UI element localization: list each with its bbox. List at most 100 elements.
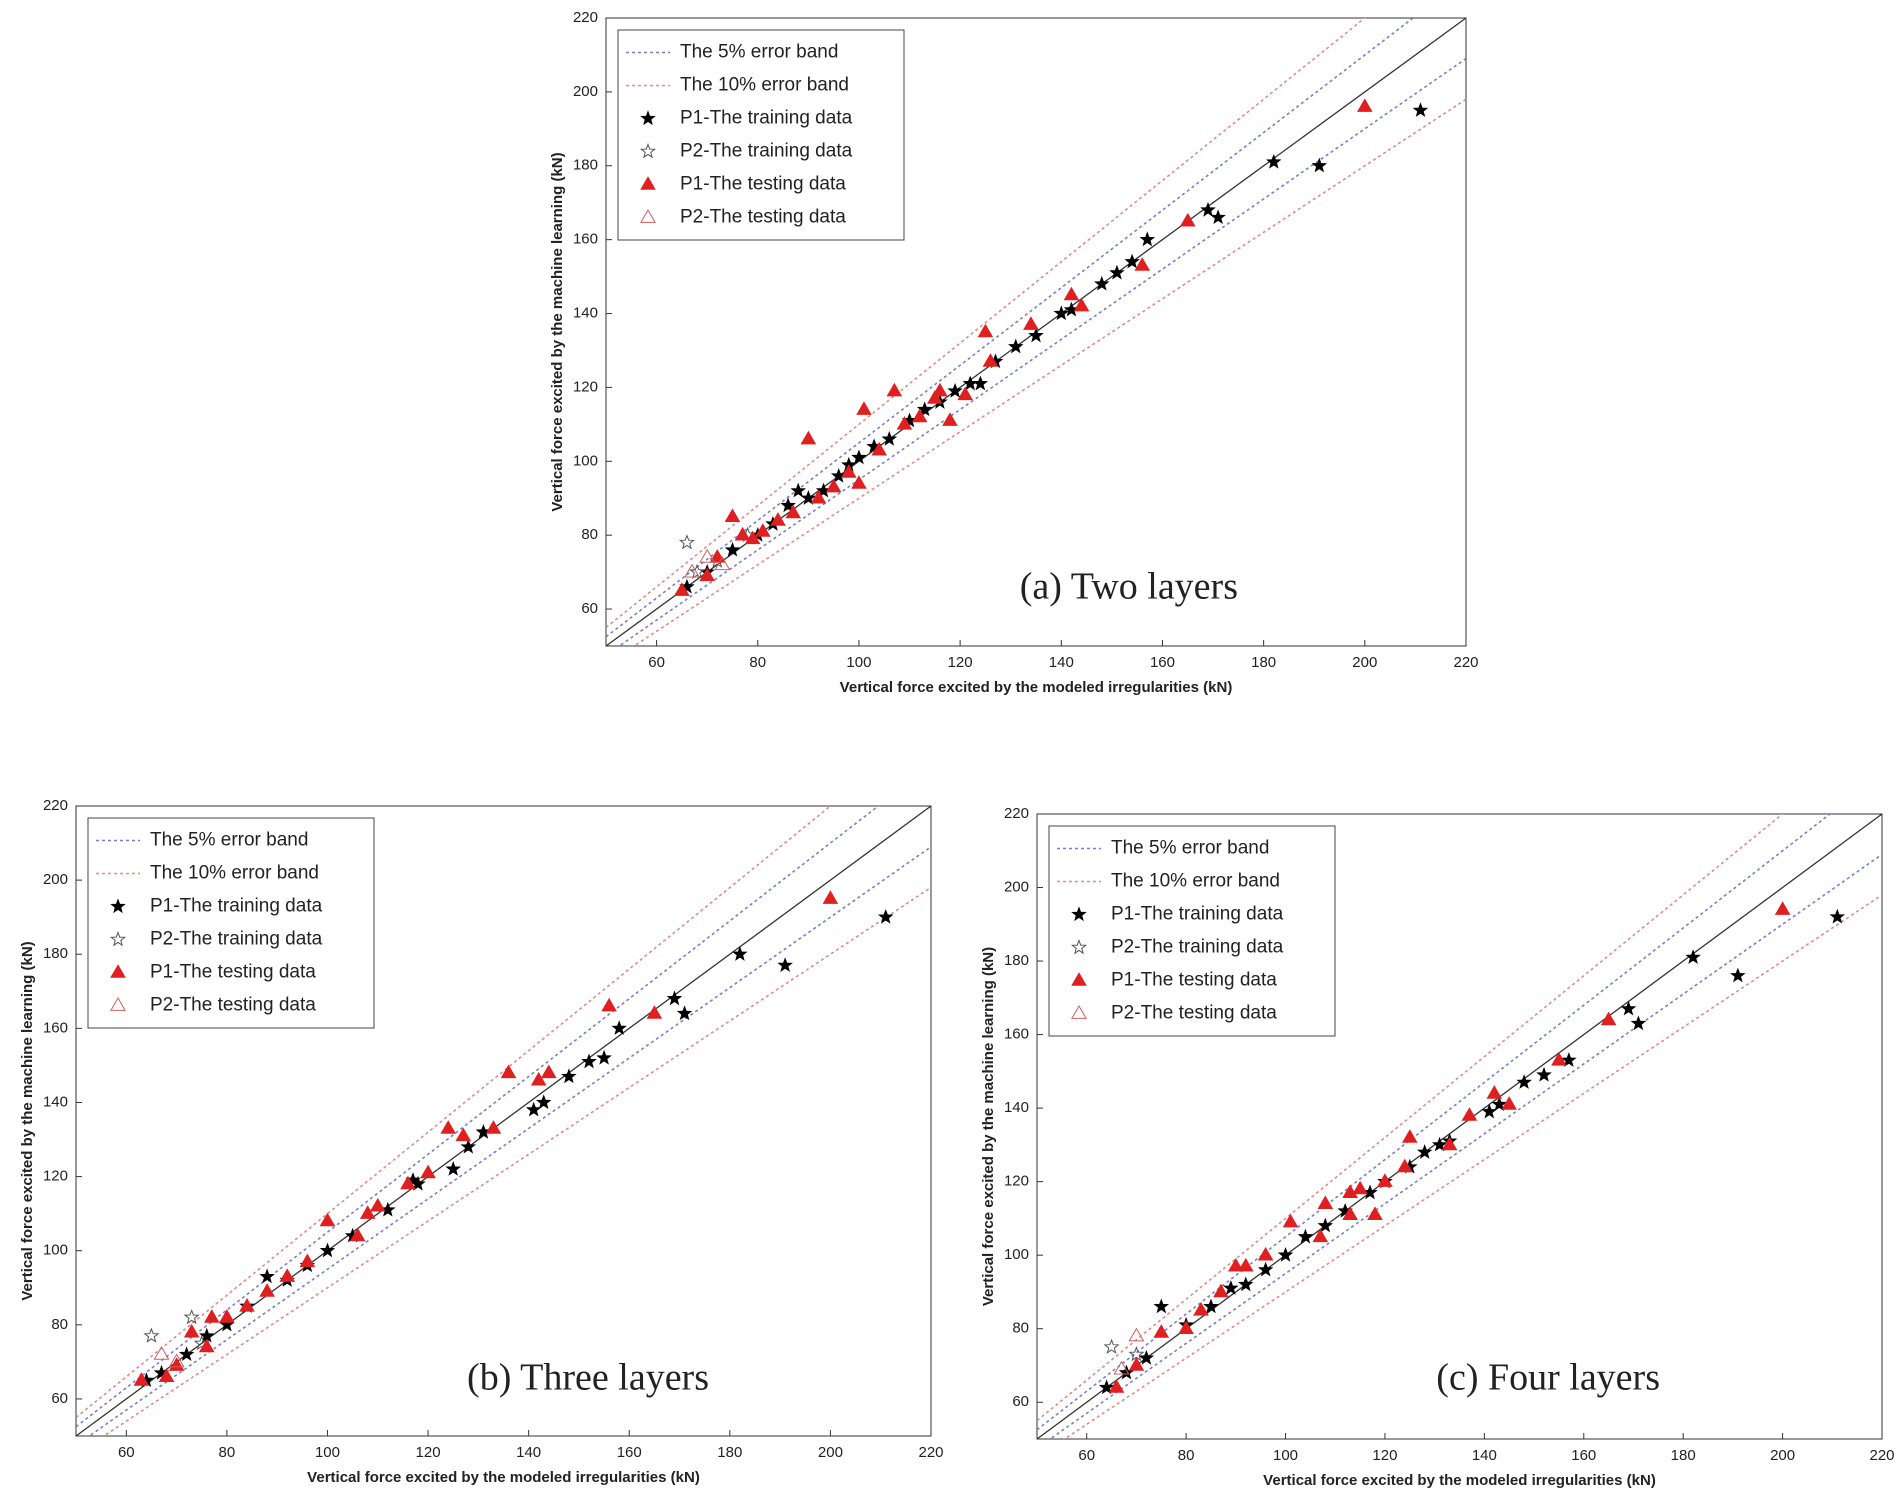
point xyxy=(724,541,741,557)
x-tick-label: 200 xyxy=(1352,654,1377,671)
point xyxy=(359,1205,376,1219)
legend: The 5% error band The 10% error band P1-Th… xyxy=(617,29,905,241)
point xyxy=(1342,1184,1358,1198)
x-tick-label: 140 xyxy=(1049,654,1074,671)
point xyxy=(1431,1136,1448,1152)
point xyxy=(689,563,706,579)
y-axis-label: Vertical force excited by the machine le… xyxy=(549,152,566,511)
point xyxy=(810,489,827,504)
point xyxy=(581,1053,597,1069)
point xyxy=(851,475,867,489)
points xyxy=(1098,901,1845,1395)
legend: The 5% error band The 10% error band P1-Th… xyxy=(1048,825,1336,1037)
point xyxy=(596,1049,612,1065)
x-tick-label: 220 xyxy=(1453,654,1478,671)
point xyxy=(158,1368,175,1382)
legend-label: P1-The training data xyxy=(1111,904,1284,925)
line xyxy=(606,18,1367,629)
legend-label: P2-The testing data xyxy=(680,207,846,228)
point xyxy=(178,1346,195,1362)
points xyxy=(674,98,1429,596)
point xyxy=(279,1268,296,1282)
point xyxy=(947,382,963,398)
legend-label: The 5% error band xyxy=(680,42,838,63)
legend-label: P2-The testing data xyxy=(1111,1003,1277,1024)
point xyxy=(1094,275,1110,291)
point xyxy=(881,430,898,446)
lines xyxy=(76,806,931,1436)
point xyxy=(1028,327,1044,343)
y-tick-label: 220 xyxy=(1004,805,1029,822)
point xyxy=(699,548,716,563)
point xyxy=(1108,1379,1125,1393)
x-tick-label: 220 xyxy=(1869,1447,1894,1464)
y-tick-label: 160 xyxy=(43,1019,68,1036)
point xyxy=(420,1164,436,1179)
y-tick-label: 180 xyxy=(1004,952,1029,969)
point xyxy=(790,482,806,498)
point xyxy=(977,323,994,338)
y-tick-label: 100 xyxy=(1004,1246,1029,1263)
x-tick-label: 160 xyxy=(1571,1447,1596,1464)
line xyxy=(606,18,1415,638)
x-tick-label: 180 xyxy=(1251,654,1276,671)
point xyxy=(841,464,857,478)
annotation: (b) Three layers xyxy=(467,1357,709,1399)
x-tick-label: 120 xyxy=(1372,1447,1397,1464)
legend-label: The 10% error band xyxy=(680,75,849,96)
point xyxy=(1210,209,1226,225)
point xyxy=(1266,153,1282,169)
point xyxy=(168,1357,185,1371)
point xyxy=(1481,1103,1498,1119)
x-axis-label: Vertical force excited by the modeled ir… xyxy=(840,679,1233,696)
line xyxy=(1037,814,1784,1422)
legend-label: The 10% error band xyxy=(150,863,319,884)
point xyxy=(530,1071,547,1086)
point xyxy=(1685,949,1701,964)
x-tick-label: 220 xyxy=(918,1444,943,1461)
point xyxy=(525,1101,542,1117)
point xyxy=(445,1161,461,1176)
point xyxy=(1257,1261,1274,1277)
legend-swatch xyxy=(1070,939,1088,955)
point xyxy=(299,1253,316,1268)
points xyxy=(133,890,894,1388)
point xyxy=(714,556,731,571)
legend-label: P2-The training data xyxy=(1111,937,1284,958)
point xyxy=(678,534,695,550)
point xyxy=(460,1138,477,1154)
y-tick-label: 80 xyxy=(51,1316,68,1333)
point xyxy=(1128,1357,1145,1371)
point xyxy=(684,563,700,578)
point xyxy=(1138,1349,1155,1365)
point xyxy=(1317,1195,1334,1209)
legend-label: P1-The testing data xyxy=(680,174,846,195)
point xyxy=(319,1242,336,1258)
point xyxy=(536,1094,552,1110)
point xyxy=(1491,1096,1507,1112)
point xyxy=(1774,901,1791,915)
point xyxy=(1223,1280,1239,1295)
y-tick-label: 80 xyxy=(581,526,598,543)
lines xyxy=(1037,814,1882,1439)
chart: 60 80 100 120 140 160 180 200 220 60 80 100 120 140 16… xyxy=(19,797,944,1486)
y-tick-label: 140 xyxy=(573,304,598,321)
point xyxy=(485,1120,502,1134)
point xyxy=(204,1309,220,1323)
point xyxy=(1516,1074,1532,1089)
x-tick-label: 120 xyxy=(416,1444,441,1461)
point xyxy=(755,523,771,537)
point xyxy=(1179,212,1196,227)
legend-label: P1-The testing data xyxy=(1111,970,1277,991)
point xyxy=(972,375,989,391)
point xyxy=(1441,1136,1458,1151)
y-axis-label: Vertical force excited by the machine le… xyxy=(19,941,36,1300)
point xyxy=(744,530,761,545)
point xyxy=(1128,1327,1145,1342)
x-tick-label: 120 xyxy=(948,654,973,671)
y-tick-label: 200 xyxy=(1004,878,1029,895)
point xyxy=(1486,1085,1503,1099)
point xyxy=(1730,967,1746,983)
point xyxy=(1008,338,1024,354)
point xyxy=(319,1212,336,1227)
